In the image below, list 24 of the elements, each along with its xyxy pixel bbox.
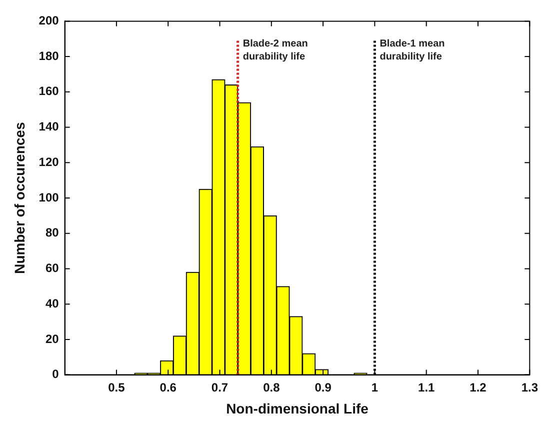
y-axis-title: Number of occurences bbox=[11, 122, 28, 274]
y-tick-label: 120 bbox=[38, 154, 60, 169]
x-tick-label: 0.8 bbox=[263, 380, 280, 394]
y-tick-label: 140 bbox=[38, 120, 60, 134]
y-tick-label: 180 bbox=[38, 48, 60, 63]
x-tick-label: 1.2 bbox=[470, 380, 487, 394]
y-tick-label: 160 bbox=[38, 84, 60, 98]
y-tick-label: 80 bbox=[45, 226, 60, 240]
x-tick-label: 0.9 bbox=[314, 380, 332, 394]
x-tick-label: 0.5 bbox=[108, 380, 126, 394]
y-tick-label: 60 bbox=[45, 261, 60, 276]
x-tick-label: 1 bbox=[371, 380, 378, 394]
y-tick-label: 100 bbox=[38, 190, 60, 204]
x-tick-label: 0.6 bbox=[160, 380, 177, 394]
y-tick-label: 200 bbox=[38, 14, 60, 28]
y-tick-label: 40 bbox=[45, 296, 60, 310]
ref-line-label: Blade-1 mean durability life bbox=[380, 38, 445, 63]
x-tick-label: 1.1 bbox=[418, 380, 436, 394]
ref-line-label: Blade-2 mean durability life bbox=[242, 38, 308, 63]
y-tick-label: 20 bbox=[45, 332, 60, 346]
x-tick-label: 1.3 bbox=[521, 380, 538, 394]
y-tick-label: 0 bbox=[52, 367, 60, 382]
x-tick-label: 0.7 bbox=[211, 380, 228, 394]
x-axis-title: Non-dimensional Life bbox=[226, 400, 369, 416]
